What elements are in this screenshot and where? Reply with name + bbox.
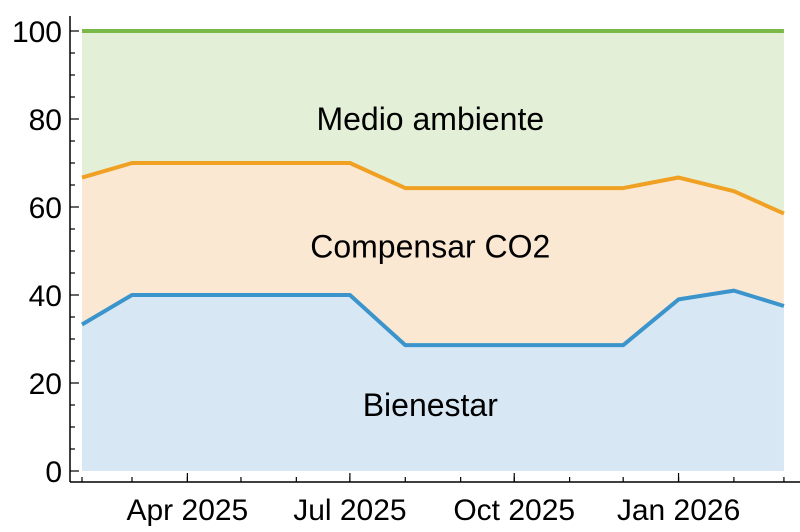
area-band-compensar-co2 xyxy=(82,163,784,346)
tick-marks xyxy=(70,30,785,482)
area-label: Medio ambiente xyxy=(316,101,544,137)
area-fills xyxy=(82,31,784,471)
x-tick-label: Apr 2025 xyxy=(126,494,248,527)
y-tick-label: 20 xyxy=(29,368,62,401)
area-label: Bienestar xyxy=(363,387,499,423)
y-tick-labels: 0 20 40 60 80 100 xyxy=(12,16,62,489)
series-lines xyxy=(80,29,785,348)
series-line-bienestar xyxy=(80,288,785,348)
area-labels: Medio ambiente Compensar CO2 Bienestar xyxy=(310,101,550,423)
y-tick-label: 100 xyxy=(12,16,62,49)
area-band-medio-ambiente xyxy=(82,31,784,214)
series-line-compensar-co2 xyxy=(81,161,785,216)
y-tick-label: 0 xyxy=(45,456,62,489)
area-label: Compensar CO2 xyxy=(310,229,550,265)
y-tick-label: 40 xyxy=(29,280,62,313)
y-tick-label: 60 xyxy=(29,192,62,225)
x-tick-label: Oct 2025 xyxy=(453,494,575,527)
x-tick-labels: Apr 2025 Jul 2025 Oct 2025 Jan 2026 xyxy=(126,494,740,527)
area-band-bienestar xyxy=(82,290,784,471)
x-tick-label: Jul 2025 xyxy=(293,494,406,527)
y-tick-label: 80 xyxy=(29,104,62,137)
x-tick-label: Jan 2026 xyxy=(617,494,740,527)
